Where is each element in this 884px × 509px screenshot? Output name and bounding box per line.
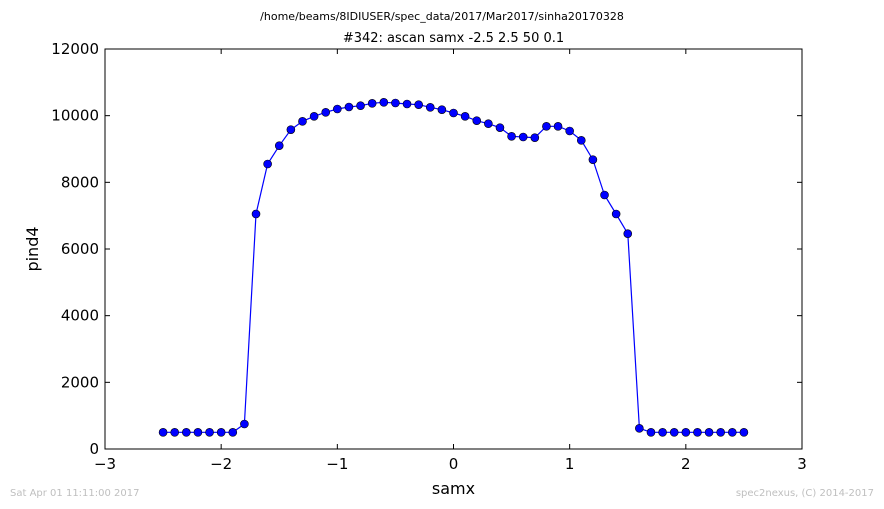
data-point bbox=[333, 104, 342, 114]
y-tick-label: 8000 bbox=[61, 173, 99, 191]
credit-footer: spec2nexus, (C) 2014-2017 bbox=[735, 488, 874, 499]
timestamp-footer: Sat Apr 01 11:11:00 2017 bbox=[10, 488, 140, 499]
data-point bbox=[309, 112, 319, 121]
data-point bbox=[205, 428, 214, 437]
data-point bbox=[576, 136, 586, 145]
y-tick-label: 0 bbox=[89, 440, 99, 458]
data-point bbox=[681, 428, 691, 437]
data-point bbox=[286, 125, 296, 134]
data-point bbox=[623, 229, 633, 238]
y-tick-label: 6000 bbox=[61, 240, 99, 258]
data-point bbox=[240, 419, 249, 429]
data-point bbox=[646, 428, 656, 437]
data-point bbox=[565, 126, 574, 136]
data-point bbox=[611, 209, 621, 219]
y-axis-label: pind4 bbox=[23, 226, 42, 271]
data-point bbox=[367, 99, 377, 108]
data-point bbox=[716, 428, 725, 437]
x-tick-label: 0 bbox=[449, 455, 459, 473]
data-point bbox=[298, 117, 307, 126]
data-point bbox=[344, 102, 354, 112]
data-point bbox=[542, 122, 551, 131]
data-point bbox=[391, 98, 400, 108]
data-point bbox=[600, 190, 609, 200]
data-point bbox=[484, 119, 493, 128]
data-point bbox=[414, 100, 423, 109]
data-point bbox=[425, 103, 435, 112]
data-point bbox=[588, 155, 598, 164]
data-point bbox=[460, 112, 470, 121]
data-point bbox=[704, 428, 714, 437]
data-point bbox=[216, 428, 226, 437]
x-tick-label: 3 bbox=[797, 455, 807, 473]
data-point bbox=[518, 132, 528, 142]
data-point bbox=[379, 98, 389, 107]
series-line bbox=[163, 101, 744, 433]
data-point bbox=[739, 428, 749, 437]
data-point bbox=[727, 428, 737, 437]
x-axis-label: samx bbox=[432, 479, 475, 498]
data-point bbox=[669, 428, 679, 437]
data-point bbox=[507, 132, 516, 141]
data-point bbox=[356, 101, 365, 110]
y-tick-label: 10000 bbox=[51, 107, 99, 125]
y-tick-label: 4000 bbox=[61, 307, 99, 325]
data-point bbox=[170, 428, 179, 437]
y-tick-label: 12000 bbox=[51, 40, 99, 58]
x-tick-label: 1 bbox=[565, 455, 575, 473]
data-point bbox=[472, 116, 482, 125]
data-point bbox=[635, 424, 644, 433]
x-tick-label: −3 bbox=[94, 455, 116, 473]
data-point bbox=[449, 108, 458, 118]
data-point bbox=[182, 428, 191, 437]
x-tick-label: 2 bbox=[681, 455, 691, 473]
data-point bbox=[495, 123, 505, 132]
y-tick-label: 2000 bbox=[61, 373, 99, 391]
data-point bbox=[693, 428, 702, 437]
data-point bbox=[321, 108, 331, 117]
data-point bbox=[553, 122, 563, 131]
file-path-title: /home/beams/8IDIUSER/spec_data/2017/Mar2… bbox=[260, 10, 624, 23]
data-point bbox=[263, 159, 272, 169]
x-tick-label: −1 bbox=[326, 455, 348, 473]
data-point bbox=[437, 105, 447, 114]
data-point bbox=[228, 428, 238, 437]
data-point bbox=[530, 133, 540, 142]
data-point bbox=[658, 428, 667, 437]
x-tick-label: −2 bbox=[210, 455, 232, 473]
data-point bbox=[402, 99, 412, 109]
data-point bbox=[251, 209, 261, 219]
data-point bbox=[158, 428, 168, 437]
chart-title: #342: ascan samx -2.5 2.5 50 0.1 bbox=[343, 31, 564, 46]
data-point bbox=[193, 428, 203, 437]
data-point bbox=[274, 141, 284, 150]
